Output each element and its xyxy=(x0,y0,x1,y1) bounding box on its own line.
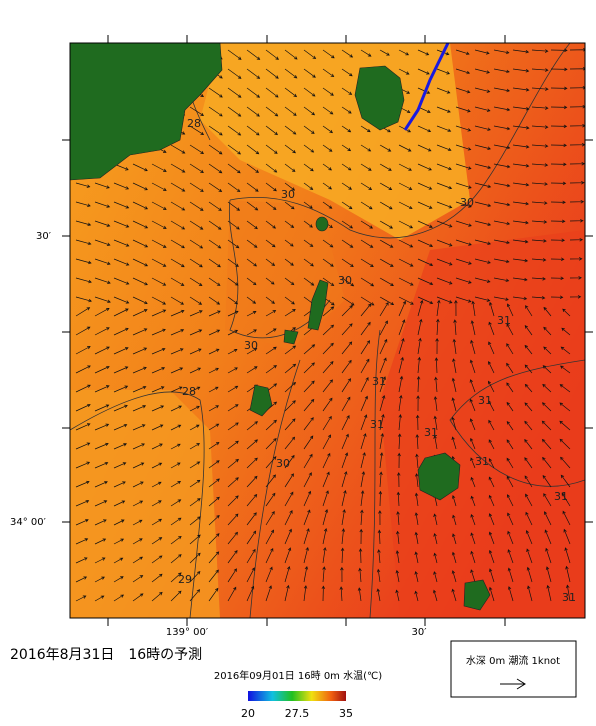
contour-label: 31 xyxy=(372,375,386,388)
contour-label: 31 xyxy=(478,394,492,407)
lon-label: 30′ xyxy=(412,627,428,638)
lat-label: 30′ xyxy=(36,231,52,242)
colorbar-tick-label: 27.5 xyxy=(285,707,310,720)
legend-arrow xyxy=(500,678,526,690)
lon-label: 139° 00′ xyxy=(166,627,209,638)
contour-label: 30 xyxy=(244,339,258,352)
islands xyxy=(70,43,491,611)
contour-label: 31 xyxy=(497,314,511,327)
contour-label: 29 xyxy=(178,573,192,586)
lat-label: 34° 00′ xyxy=(10,517,47,528)
map-area: 28 30 30 30 30 31 31 31 28 31 31 30 31 3… xyxy=(70,43,585,618)
frame-ticks xyxy=(62,35,593,626)
contour-label: 31 xyxy=(554,490,568,503)
contour-labels: 28 30 30 30 30 31 31 31 28 31 31 30 31 3… xyxy=(178,117,576,604)
colorbar-ticks: 20 27.5 35 xyxy=(241,707,353,720)
contour-label: 30 xyxy=(460,196,474,209)
colorbar-tick-label: 35 xyxy=(339,707,353,720)
contour-label: 31 xyxy=(562,591,576,604)
contour-label: 30 xyxy=(338,274,352,287)
colorbar xyxy=(248,691,346,701)
legend-box xyxy=(450,640,577,698)
contour-label: 31 xyxy=(370,418,384,431)
colorbar-tick-label: 20 xyxy=(241,707,255,720)
contour-label: 30 xyxy=(281,188,295,201)
contour-label: 31 xyxy=(475,455,489,468)
map-frame xyxy=(69,42,586,619)
contour-label: 31 xyxy=(424,426,438,439)
contour-label: 30 xyxy=(276,457,290,470)
title: 2016年8月31日 16時の予測 xyxy=(10,647,202,663)
legend-label: 水深 0m 潮流 1knot xyxy=(466,654,560,667)
contour-label: 28 xyxy=(182,385,196,398)
colorbar-caption: 2016年09月01日 16時 0m 水温(℃) xyxy=(214,669,382,682)
contour-label: 28 xyxy=(187,117,201,130)
